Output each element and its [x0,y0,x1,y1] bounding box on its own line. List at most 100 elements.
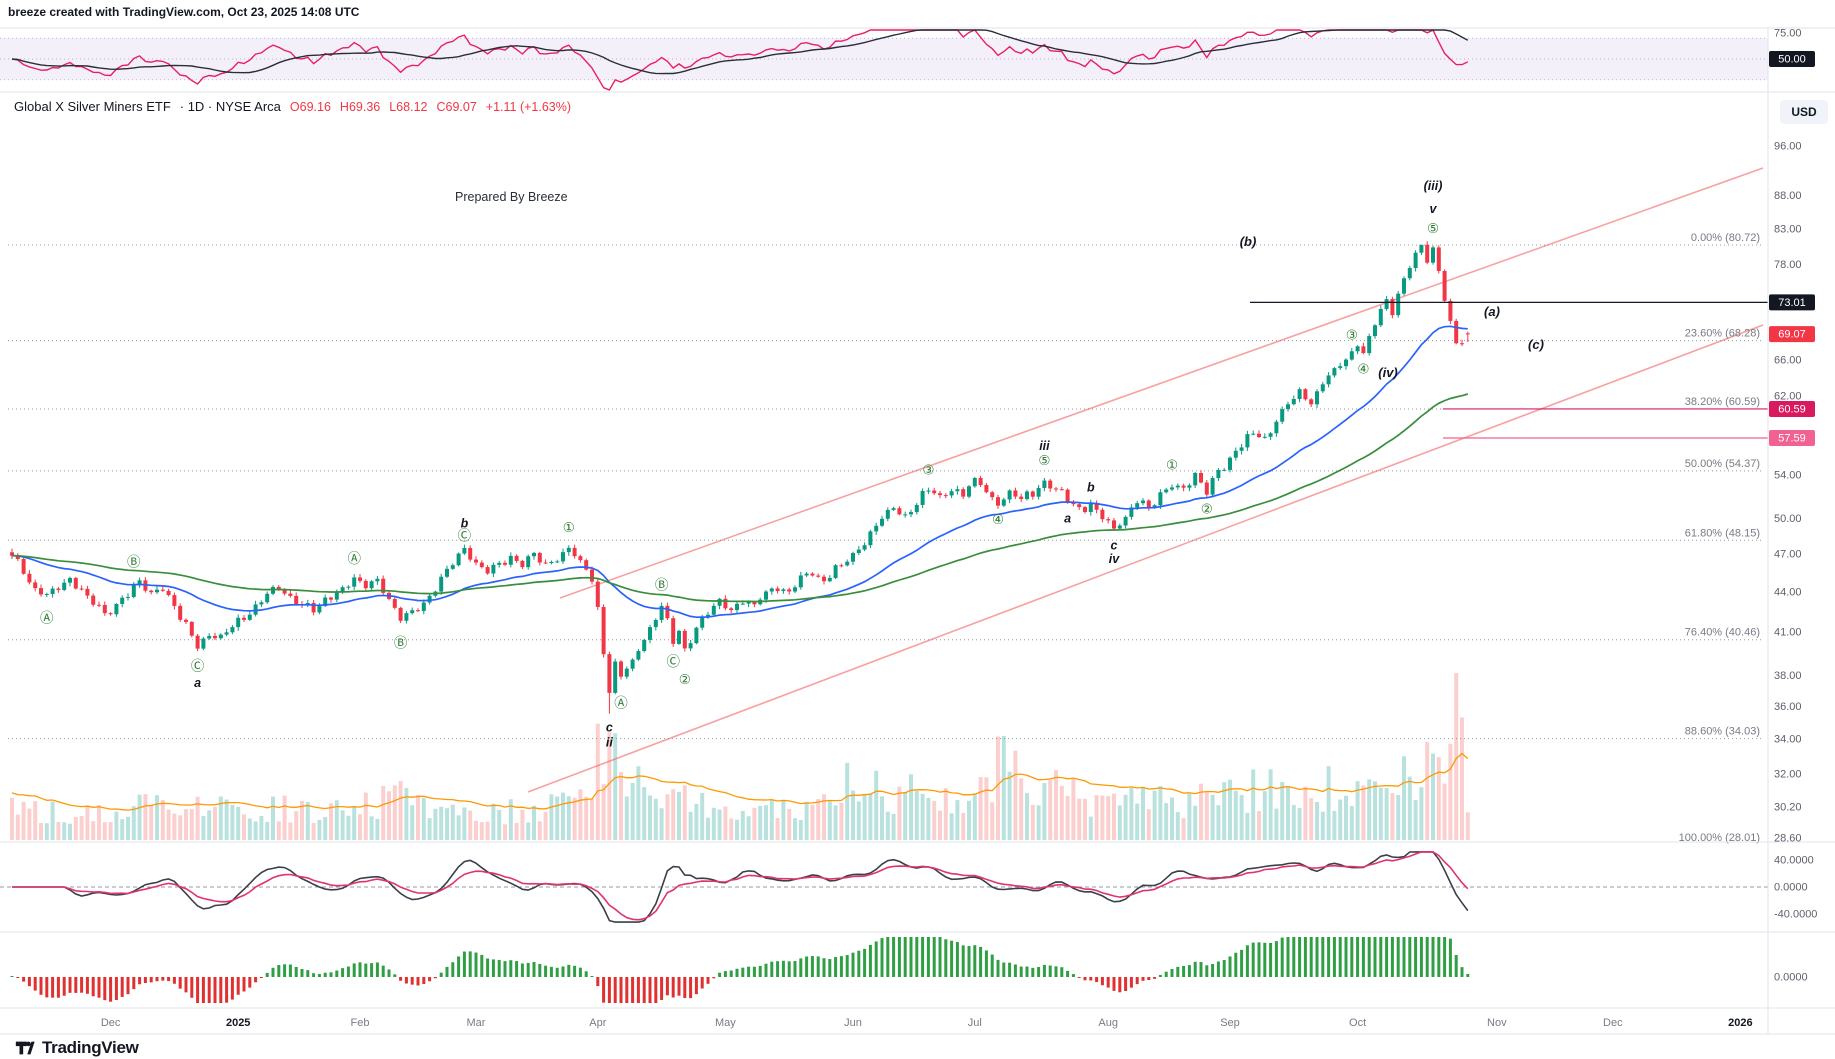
svg-text:Apr: Apr [589,1017,606,1029]
svg-text:28.60: 28.60 [1774,833,1802,845]
legend-interval-exchange: · 1D · NYSE Arca [179,99,281,114]
svg-text:100.00% (28.01): 100.00% (28.01) [1679,832,1760,844]
svg-text:88.60% (34.03): 88.60% (34.03) [1685,726,1760,738]
svg-text:66.00: 66.00 [1774,355,1802,367]
svg-text:57.59: 57.59 [1778,432,1806,444]
volume-layer [10,673,1470,840]
price-level-lines [1250,301,1768,439]
wave-label: ⑤ [1038,453,1050,468]
volume-ma-line [11,752,1469,811]
wave-label: ⑤ [1427,221,1439,236]
elliott-wave-labels: ⒶⒷⒸaⒶⒷbⒸ①ciiⒶⒷⒸ②③④iii⑤abciv①②③④⑤v(iii)(b… [40,179,1544,750]
wave-label: b [461,516,469,530]
wave-label: (iii) [1424,179,1443,193]
svg-text:Jul: Jul [968,1017,982,1029]
wave-label: Ⓒ [458,528,472,543]
svg-text:0.0000: 0.0000 [1774,972,1808,984]
svg-text:83.00: 83.00 [1774,224,1802,236]
svg-text:50.00% (54.37): 50.00% (54.37) [1685,458,1760,470]
svg-text:78.00: 78.00 [1774,259,1802,271]
wave-label: ① [563,520,575,535]
wave-label: Ⓐ [614,695,628,710]
svg-text:Dec: Dec [101,1017,121,1029]
svg-text:0.0000: 0.0000 [1774,882,1808,894]
svg-text:50.00: 50.00 [1778,54,1806,66]
svg-text:32.00: 32.00 [1774,768,1802,780]
time-axis[interactable]: Dec 2025 Feb Mar Apr May Jun Jul Aug Sep Oct Nov Dec… [101,1017,1753,1029]
price-badge [1769,429,1815,446]
svg-text:Jun: Jun [844,1017,862,1029]
svg-text:Dec: Dec [1603,1017,1623,1029]
wave-label: Ⓑ [394,635,408,650]
wave-label: ③ [922,463,934,478]
svg-text:Mar: Mar [467,1017,486,1029]
wave-label: (b) [1240,234,1257,249]
wave-label: (iv) [1378,365,1398,380]
svg-text:76.40% (40.46): 76.40% (40.46) [1685,627,1760,639]
svg-text:38.00: 38.00 [1774,670,1802,682]
svg-text:60.59: 60.59 [1778,403,1806,415]
svg-text:75.00: 75.00 [1774,28,1802,40]
wave-label: Ⓒ [191,659,205,674]
panel-separators [0,27,1835,1035]
symbol-title[interactable]: Global X Silver Miners ETF [14,99,171,114]
svg-text:Sep: Sep [1220,1017,1240,1029]
svg-text:Oct: Oct [1349,1017,1366,1029]
svg-text:36.00: 36.00 [1774,701,1802,713]
legend-open-value: O69.16 [289,100,331,114]
svg-text:47.00: 47.00 [1774,549,1802,561]
wave-label: (c) [1528,337,1544,352]
legend-close-value: C69.07 [436,100,477,114]
svg-text:73.01: 73.01 [1778,297,1806,309]
svg-text:41.00: 41.00 [1774,627,1802,639]
attribution-text: breeze created with TradingView.com, Oct… [8,5,360,19]
price-badge [1769,294,1815,311]
svg-text:69.07: 69.07 [1778,329,1806,341]
legend-high-value: H69.36 [339,100,381,114]
histogram-panel: 0.0000 [10,937,1808,1003]
svg-text:50.00: 50.00 [1774,513,1802,525]
wave-label: Ⓑ [127,555,141,570]
svg-text:96.00: 96.00 [1774,140,1802,152]
svg-text:30.20: 30.20 [1774,801,1802,813]
wave-label: c [606,721,613,735]
price-axis[interactable]: 96.00 88.00 83.00 78.00 66.00 62.00 54.00 50.00… [1769,140,1815,845]
svg-text:34.00: 34.00 [1774,734,1802,746]
svg-text:0.00% (80.72): 0.00% (80.72) [1691,232,1760,244]
wave-label: ② [679,672,691,687]
ema-slow-line [11,393,1469,603]
oscillator-panel: 40.0000 0.0000 -40.0000 [0,851,1817,923]
wave-label: Ⓑ [655,577,669,592]
svg-text:61.80% (48.15): 61.80% (48.15) [1685,527,1760,539]
tradingview-logo[interactable]: TradingView [14,1037,139,1059]
tradingview-logo-icon [15,1041,35,1055]
svg-text:23.60% (68.28): 23.60% (68.28) [1685,328,1760,340]
tradingview-brand-text: TradingView [42,1038,139,1057]
symbol-legend[interactable]: Global X Silver Miners ETF · 1D · NYSE A… [14,99,571,114]
wave-label: ③ [1346,327,1358,342]
svg-text:2026: 2026 [1728,1017,1752,1029]
price-badge [1769,326,1815,343]
legend-low-value: L68.12 [389,100,428,114]
svg-text:44.00: 44.00 [1774,586,1802,598]
prepared-by-annotation: Prepared By Breeze [455,190,568,204]
wave-label: b [1087,481,1095,495]
candles-layer[interactable] [10,241,1470,714]
wave-label: c [1111,539,1118,553]
svg-text:Nov: Nov [1487,1017,1507,1029]
svg-text:40.0000: 40.0000 [1774,855,1814,867]
wave-label: ii [606,736,613,750]
currency-toggle-button[interactable]: USD [1780,100,1828,124]
wave-label: ① [1166,457,1178,472]
svg-text:88.00: 88.00 [1774,190,1802,202]
wave-label: Ⓒ [666,654,680,669]
svg-text:38.20% (60.59): 38.20% (60.59) [1685,396,1760,408]
wave-label: iv [1109,552,1120,566]
ema-fast-line [11,325,1468,619]
legend-change-value: +1.11 (+1.63%) [485,100,572,114]
rsi-panel: 75.00 50.00 [0,28,1815,91]
svg-text:54.00: 54.00 [1774,469,1802,481]
wave-label: ④ [1357,362,1369,377]
